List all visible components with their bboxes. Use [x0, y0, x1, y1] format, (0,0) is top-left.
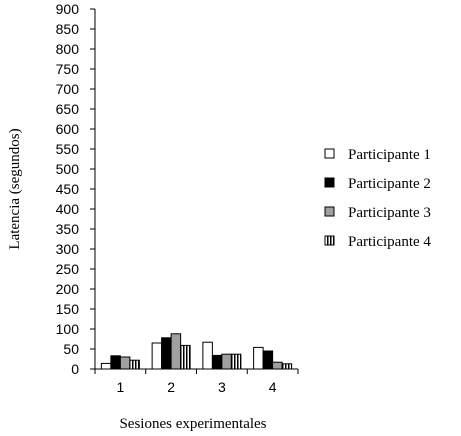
bar-participante-1-session-2 [151, 342, 163, 370]
y-axis-ticks: 0 50 100 150 200 250 300 350 400 450 500 550 600 650 7… [56, 1, 95, 377]
y-tick-label: 100 [56, 321, 80, 337]
y-tick-label: 550 [56, 141, 80, 157]
y-tick-label: 350 [56, 221, 80, 237]
y-tick-label: 200 [56, 281, 80, 297]
legend-label: Participante 2 [348, 176, 431, 192]
y-tick-label: 900 [56, 1, 80, 17]
bar-participante-4-session-3 [230, 353, 242, 370]
bar-participante-4-session-2 [180, 344, 191, 370]
bar-participante-3-session-2 [170, 333, 182, 370]
bar-participante-4-session-1 [129, 359, 140, 370]
x-axis-ticks: 1 2 3 4 [94, 369, 299, 395]
bar-participante-2-session-1 [110, 355, 121, 370]
y-tick-label: 600 [56, 121, 80, 137]
y-tick-label: 800 [56, 41, 80, 57]
y-tick-label: 0 [71, 361, 79, 377]
bar-participante-1-session-1 [100, 362, 112, 370]
bar-participante-3-session-4 [272, 361, 283, 370]
x-axis-label: Sesiones experimentales [119, 416, 266, 432]
x-tick-label: 1 [116, 379, 124, 395]
legend: Participante 1 Participante 2 Participante… [324, 147, 431, 250]
y-tick-label: 300 [56, 241, 80, 257]
y-tick-label: 50 [63, 341, 79, 357]
legend-swatch [324, 206, 335, 217]
bar-participante-1-session-3 [202, 341, 213, 370]
x-tick-label: 2 [167, 379, 175, 395]
bar-participante-2-session-4 [262, 350, 274, 370]
y-tick-label: 700 [56, 81, 80, 97]
y-tick-label: 750 [56, 61, 80, 77]
x-tick-label: 4 [269, 379, 277, 395]
y-tick-label: 450 [56, 181, 80, 197]
legend-label: Participante 1 [348, 147, 431, 163]
y-tick-label: 150 [56, 301, 80, 317]
y-axis-label: Latencia (segundos) [7, 128, 23, 249]
legend-label: Participante 4 [348, 234, 431, 250]
bar-participante-2-session-2 [161, 337, 172, 370]
bar-participante-3-session-1 [119, 356, 131, 370]
bar-participante-3-session-3 [221, 353, 232, 370]
y-tick-label: 250 [56, 261, 80, 277]
legend-swatch [324, 235, 335, 246]
legend-label: Participante 3 [348, 205, 431, 221]
bar-participante-1-session-4 [253, 346, 264, 370]
y-tick-label: 500 [56, 161, 80, 177]
legend-swatch [324, 177, 335, 188]
bar-participante-2-session-3 [211, 354, 223, 370]
bar-participante-4-session-4 [281, 363, 293, 370]
y-tick-label: 400 [56, 201, 80, 217]
legend-swatch [324, 148, 335, 159]
y-tick-label: 650 [56, 101, 80, 117]
bars [100, 333, 293, 370]
x-tick-label: 3 [218, 379, 226, 395]
y-tick-label: 850 [56, 21, 80, 37]
